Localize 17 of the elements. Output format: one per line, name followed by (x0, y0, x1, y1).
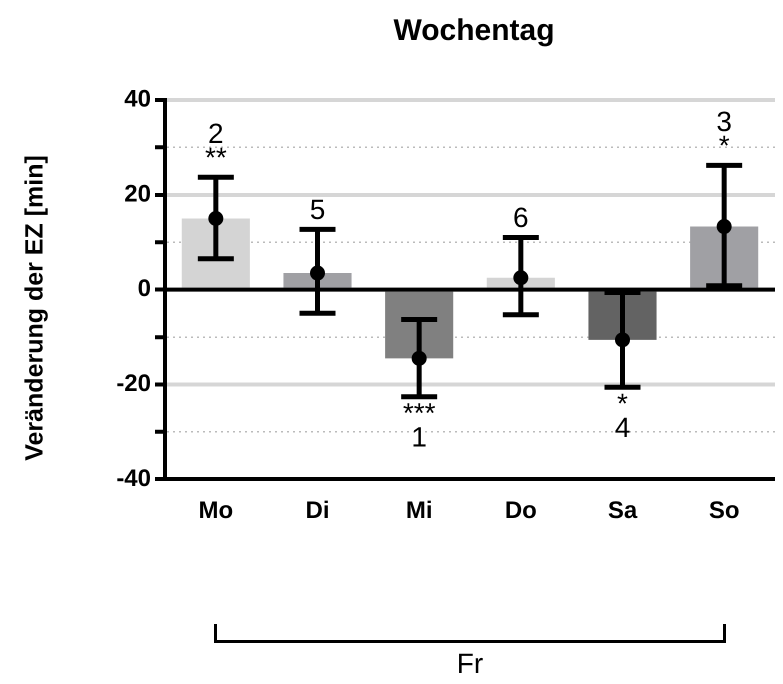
y-tick-label: 0 (138, 275, 151, 302)
x-tick-label: Do (504, 497, 537, 524)
x-tick-label: Mi (406, 497, 433, 524)
y-tick-label: -20 (116, 370, 151, 398)
y-tick-label: 20 (124, 180, 151, 208)
x-tick-label: So (708, 497, 740, 524)
x-tick-label: Di (306, 497, 330, 524)
y-tick-label: -40 (116, 464, 151, 492)
x-tick-label: Sa (608, 497, 638, 524)
annotation: 5 (310, 194, 326, 226)
annotation: * (718, 130, 730, 162)
annotation: 6 (513, 202, 529, 234)
x-tick-label: Mo (198, 497, 234, 524)
y-tick-label: 40 (124, 86, 151, 113)
text: Fr (456, 648, 484, 680)
y-axis-title: Veränderung der EZ [min] (20, 155, 50, 461)
chart-title: Wochentag (392, 14, 556, 48)
